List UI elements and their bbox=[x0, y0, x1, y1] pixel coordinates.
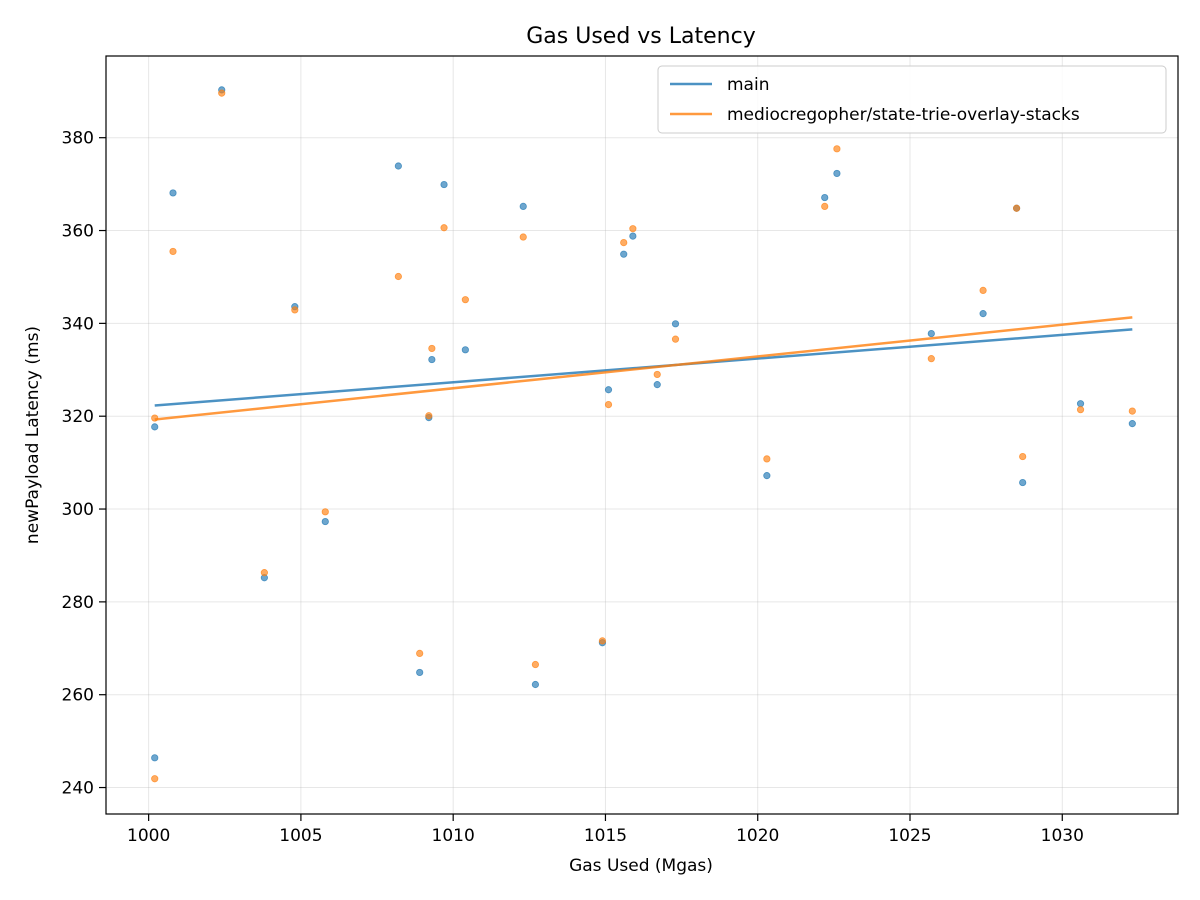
y-tick-label: 300 bbox=[62, 500, 94, 520]
data-point bbox=[653, 370, 661, 379]
y-axis-label: newPayload Latency (ms) bbox=[23, 326, 43, 544]
data-point bbox=[671, 335, 680, 343]
series-layer bbox=[151, 86, 1136, 783]
x-tick-label: 1030 bbox=[1041, 826, 1084, 846]
data-point bbox=[151, 754, 159, 762]
data-point bbox=[151, 775, 159, 783]
data-point bbox=[428, 344, 436, 353]
data-point bbox=[169, 247, 177, 256]
data-point bbox=[821, 202, 829, 210]
y-tick-label: 280 bbox=[62, 593, 94, 613]
y-tick-label: 340 bbox=[62, 314, 94, 334]
data-point bbox=[461, 296, 469, 304]
data-point bbox=[394, 162, 402, 170]
data-point bbox=[428, 355, 436, 364]
data-point bbox=[629, 225, 637, 233]
plot-frame bbox=[105, 55, 1179, 815]
data-point bbox=[1128, 407, 1136, 415]
data-point bbox=[833, 145, 841, 153]
data-point bbox=[598, 637, 607, 645]
data-point bbox=[291, 306, 299, 314]
legend: main mediocregopher/state-trie-overlay-s… bbox=[657, 65, 1167, 134]
data-point bbox=[461, 346, 469, 354]
data-point bbox=[1012, 204, 1021, 212]
data-point bbox=[620, 250, 628, 258]
series-0 bbox=[151, 86, 1136, 762]
data-point bbox=[440, 180, 448, 189]
data-point bbox=[260, 569, 268, 577]
y-axis-ticks: 240 260 280 300 320 340 360 380 bbox=[62, 129, 106, 799]
data-point bbox=[620, 238, 628, 247]
x-tick-label: 1000 bbox=[127, 826, 170, 846]
legend-label-branch: mediocregopher/state-trie-overlay-stacks bbox=[727, 105, 1080, 125]
data-point bbox=[519, 233, 527, 241]
data-point bbox=[927, 355, 935, 363]
data-point bbox=[763, 455, 771, 463]
trend-line bbox=[154, 316, 1133, 421]
series-1 bbox=[151, 89, 1136, 783]
y-tick-label: 380 bbox=[62, 129, 94, 149]
data-point bbox=[440, 224, 448, 232]
data-point bbox=[1076, 406, 1085, 414]
data-point bbox=[531, 680, 540, 689]
x-axis-ticks: 1000 1005 1010 1015 1020 1025 1030 bbox=[127, 814, 1084, 846]
data-point bbox=[151, 423, 159, 431]
data-point bbox=[531, 660, 540, 669]
data-point bbox=[821, 193, 829, 202]
data-point bbox=[321, 508, 329, 516]
data-point bbox=[1019, 452, 1027, 461]
y-tick-label: 240 bbox=[62, 779, 94, 799]
y-tick-label: 260 bbox=[62, 686, 94, 706]
data-point bbox=[927, 329, 935, 338]
legend-box bbox=[657, 65, 1167, 134]
data-point bbox=[653, 381, 661, 389]
data-point bbox=[979, 310, 987, 318]
y-tick-label: 360 bbox=[62, 222, 94, 242]
x-tick-label: 1015 bbox=[584, 826, 627, 846]
data-point bbox=[1076, 400, 1085, 408]
data-point bbox=[321, 517, 329, 526]
data-point bbox=[604, 386, 613, 394]
data-point bbox=[763, 472, 771, 480]
data-point bbox=[671, 320, 680, 328]
chart-title: Gas Used vs Latency bbox=[526, 24, 755, 49]
data-point bbox=[394, 272, 402, 281]
data-point bbox=[604, 400, 613, 409]
x-tick-label: 1005 bbox=[279, 826, 322, 846]
data-point bbox=[1128, 420, 1136, 428]
data-point bbox=[169, 189, 177, 197]
x-tick-label: 1020 bbox=[736, 826, 779, 846]
data-point bbox=[1019, 478, 1027, 487]
x-tick-label: 1010 bbox=[432, 826, 475, 846]
grid bbox=[106, 56, 1178, 814]
data-point bbox=[416, 668, 424, 677]
x-axis-label: Gas Used (Mgas) bbox=[569, 856, 713, 876]
data-point bbox=[416, 649, 424, 657]
y-tick-label: 320 bbox=[62, 407, 94, 427]
data-point bbox=[425, 412, 433, 420]
data-point bbox=[629, 232, 637, 240]
data-point bbox=[979, 286, 987, 295]
data-point bbox=[218, 89, 226, 97]
x-tick-label: 1025 bbox=[888, 826, 931, 846]
data-point bbox=[519, 202, 527, 210]
data-point bbox=[833, 169, 841, 178]
legend-label-main: main bbox=[727, 75, 769, 95]
